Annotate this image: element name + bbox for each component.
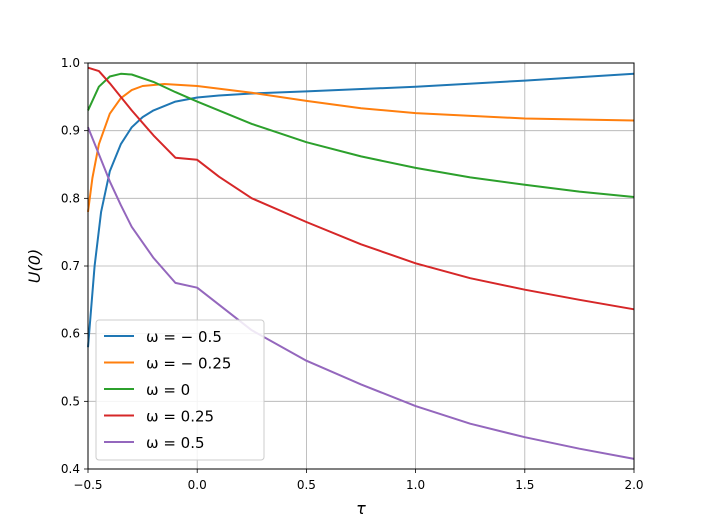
x-tick-label: −0.5: [73, 478, 102, 492]
series-line-1: [87, 83, 635, 213]
legend-label-3: ω = 0.25: [146, 408, 214, 426]
y-tick-label: 0.4: [61, 462, 80, 476]
x-tick-label: 0.5: [297, 478, 316, 492]
x-tick-label: 2.0: [624, 478, 643, 492]
axis-ticks: −0.5 0.0 0.5 1.0 1.5 2.0 0.4 0.5 0.6 0.7 0.8 0.9 1.0: [61, 56, 644, 492]
series-lines: [87, 66, 635, 460]
y-tick-label: 0.6: [61, 327, 80, 341]
y-tick-label: 0.9: [61, 124, 80, 138]
legend-label-2: ω = 0: [146, 381, 190, 399]
legend-label-4: ω = 0.5: [146, 434, 205, 452]
legend-box: [95, 319, 265, 461]
x-tick-label: 1.0: [406, 478, 425, 492]
legend: ω = − 0.5 ω = − 0.25 ω = 0 ω = 0.25 ω = 0.5: [95, 319, 265, 461]
x-tick-label: 1.5: [515, 478, 534, 492]
y-tick-label: 1.0: [61, 56, 80, 70]
series-line-4: [87, 126, 635, 460]
legend-label-1: ω = − 0.25: [146, 355, 231, 373]
series-line-2: [87, 72, 635, 198]
x-tick-label: 0.0: [188, 478, 207, 492]
series-line-0: [87, 72, 635, 348]
y-tick-label: 0.7: [61, 259, 80, 273]
series-line-3: [87, 66, 635, 311]
x-axis-label: τ: [356, 499, 366, 518]
y-axis-label: U(0): [25, 249, 44, 283]
legend-label-0: ω = − 0.5: [146, 328, 222, 346]
y-tick-label: 0.5: [61, 394, 80, 408]
y-tick-label: 0.8: [61, 191, 80, 205]
